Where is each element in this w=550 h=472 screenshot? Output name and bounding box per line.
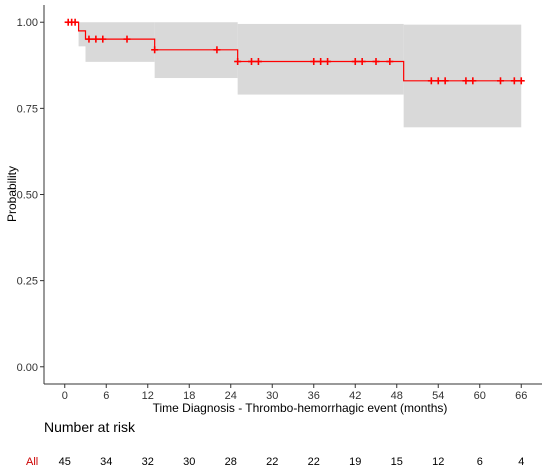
censor-mark bbox=[462, 77, 470, 85]
x-tick-label: 0 bbox=[62, 390, 68, 402]
x-tick-label: 18 bbox=[183, 390, 195, 402]
censor-mark bbox=[517, 77, 525, 85]
censor-mark bbox=[510, 77, 518, 85]
y-tick-label: 0.50 bbox=[17, 190, 38, 202]
risk-table-value: 15 bbox=[391, 456, 403, 468]
x-axis-label: Time Diagnosis - Thrombo-hemorrhagic eve… bbox=[153, 401, 448, 415]
y-tick-label: 0.00 bbox=[17, 362, 38, 374]
censor-mark bbox=[372, 58, 380, 66]
y-tick-label: 1.00 bbox=[17, 17, 38, 29]
confidence-band bbox=[78, 22, 522, 128]
censor-mark bbox=[213, 46, 221, 54]
risk-table-title: Number at risk bbox=[44, 419, 136, 435]
censor-mark bbox=[317, 58, 325, 66]
censor-mark bbox=[92, 35, 100, 43]
x-tick-label: 66 bbox=[515, 390, 527, 402]
x-tick-label: 12 bbox=[142, 390, 154, 402]
x-tick-label: 6 bbox=[103, 390, 109, 402]
x-tick-label: 30 bbox=[266, 390, 278, 402]
risk-table-value: 6 bbox=[477, 456, 483, 468]
survival-curve bbox=[64, 21, 522, 82]
censor-mark bbox=[469, 77, 477, 85]
risk-table-value: 45 bbox=[59, 456, 71, 468]
survival-step-line bbox=[64, 21, 522, 82]
censor-mark bbox=[234, 58, 242, 66]
censor-mark bbox=[151, 46, 159, 54]
x-tick-label: 54 bbox=[432, 390, 444, 402]
risk-table-value: 19 bbox=[349, 456, 361, 468]
censor-mark bbox=[85, 35, 93, 43]
ci-band-segment bbox=[403, 24, 522, 128]
censor-mark bbox=[254, 58, 262, 66]
x-tick-label: 24 bbox=[225, 390, 237, 402]
risk-table-value: 34 bbox=[100, 456, 112, 468]
censor-mark bbox=[497, 77, 504, 85]
x-tick-label: 36 bbox=[308, 390, 320, 402]
risk-table-value: 32 bbox=[142, 456, 154, 468]
censor-mark bbox=[358, 58, 366, 66]
risk-table-value: 4 bbox=[518, 456, 524, 468]
censor-mark bbox=[441, 77, 449, 85]
censor-mark bbox=[427, 77, 435, 85]
censor-mark bbox=[248, 58, 255, 66]
ci-band-segment bbox=[78, 22, 86, 47]
risk-table-group-label: All bbox=[26, 456, 38, 468]
censor-mark bbox=[123, 35, 131, 43]
risk-table-value: 12 bbox=[432, 456, 444, 468]
censor-mark bbox=[386, 58, 394, 66]
censor-marks bbox=[64, 18, 525, 85]
ci-band-segment bbox=[85, 22, 155, 62]
risk-table-value: 22 bbox=[266, 456, 278, 468]
x-tick-label: 60 bbox=[474, 390, 486, 402]
censor-mark bbox=[99, 35, 107, 43]
y-tick-label: 0.25 bbox=[17, 276, 38, 288]
y-tick-label: 0.75 bbox=[17, 103, 38, 115]
x-tick-label: 42 bbox=[349, 390, 361, 402]
axes: 0.00 0.25 0.50 0.75 1.00 0 6 12 18 24 30 36 42 48 54 60… bbox=[17, 5, 542, 402]
censor-mark bbox=[324, 58, 332, 66]
risk-table-value: 22 bbox=[308, 456, 320, 468]
risk-table-value: 30 bbox=[183, 456, 195, 468]
y-axis-label: Probability bbox=[5, 166, 19, 222]
censor-mark bbox=[310, 58, 318, 66]
censor-mark bbox=[434, 77, 442, 85]
risk-table-values: 45 34 32 30 28 22 22 19 15 12 6 4 bbox=[59, 456, 525, 468]
censor-mark bbox=[351, 58, 359, 66]
risk-table-value: 28 bbox=[225, 456, 237, 468]
censor-mark bbox=[71, 18, 79, 26]
x-tick-label: 48 bbox=[391, 390, 403, 402]
